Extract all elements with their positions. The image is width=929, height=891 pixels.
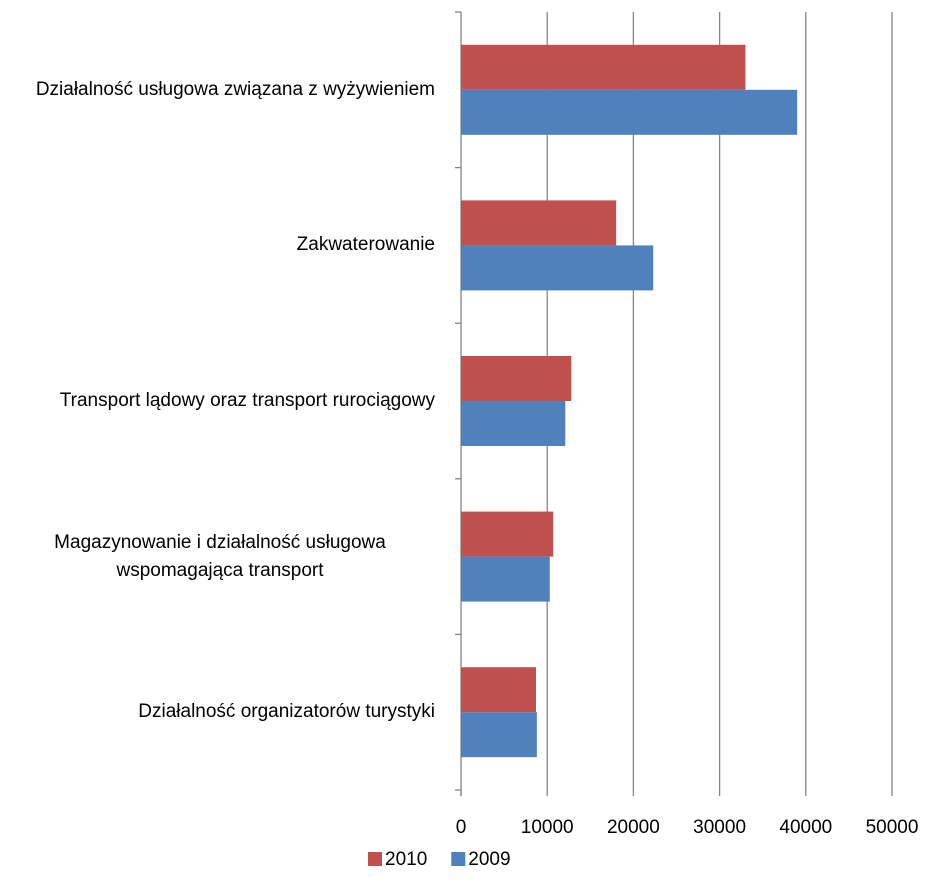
category-label-box: Magazynowanie i działalność usługowa wsp… [5, 529, 435, 585]
legend-label: 2010 [385, 849, 427, 870]
y-tick-label: Transport lądowy oraz transport rurociąg… [59, 390, 435, 411]
bar [461, 401, 566, 446]
category-label-box: Działalność usługowa związana z wyżywien… [5, 76, 435, 104]
bar [461, 712, 537, 758]
y-tick-label: Działalność organizatorów turystyki [138, 701, 435, 723]
x-tick-label: 0 [456, 817, 467, 838]
category-label-box: Zakwaterowanie [5, 231, 435, 259]
legend-label: 2009 [468, 849, 510, 870]
x-tick-label: 50000 [866, 817, 919, 838]
y-tick-label: Magazynowanie i działalność usługowa wsp… [54, 531, 386, 581]
y-tick-label: Działalność usługowa związana z wyżywien… [35, 78, 435, 100]
category-label-box: Transport lądowy oraz transport rurociąg… [5, 387, 435, 415]
bar [461, 356, 572, 401]
category-label-box: Działalność organizatorów turystyki [5, 698, 435, 726]
bar [461, 44, 746, 90]
bar [461, 245, 654, 291]
bar [461, 667, 536, 713]
x-tick-label: 30000 [693, 817, 746, 838]
x-tick-label: 20000 [607, 817, 660, 838]
bar [461, 200, 617, 246]
bar [461, 511, 554, 557]
legend-swatch [368, 852, 382, 866]
x-tick-label: 10000 [521, 817, 574, 838]
bar [461, 89, 798, 135]
legend-swatch [451, 852, 466, 866]
y-tick-label: Zakwaterowanie [296, 234, 435, 256]
x-tick-label: 40000 [779, 817, 832, 838]
bar [461, 556, 550, 602]
